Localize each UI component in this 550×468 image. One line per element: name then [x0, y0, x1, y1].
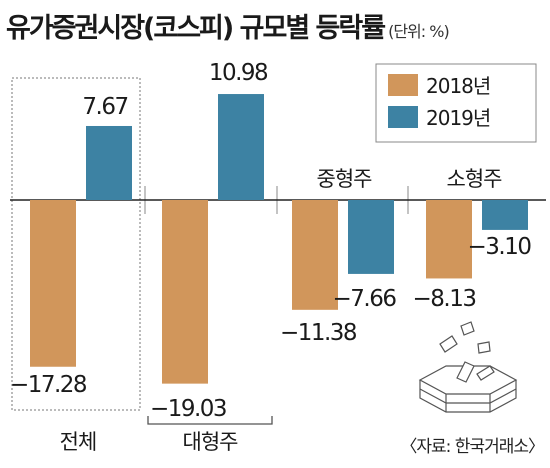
- paper-scrap-icon-1: [456, 361, 475, 383]
- value-label-소형주-1: −3.10: [468, 234, 532, 260]
- bin-lines-icon: [419, 388, 517, 412]
- bar-대형주-1: [218, 94, 264, 200]
- bin-body-icon: [419, 380, 517, 413]
- bar-대형주-0: [162, 200, 208, 384]
- value-label-대형주-1: 10.98: [209, 60, 268, 86]
- unit-label: (단위: %): [388, 22, 450, 41]
- bar-중형주-1: [348, 200, 394, 274]
- category-bracket: [147, 416, 273, 425]
- paper-scrap-icon-3: [439, 335, 458, 353]
- chart-title: 유가증권시장(코스피) 규모별 등락률 (단위: %): [6, 6, 450, 45]
- value-label-중형주-1: −7.66: [333, 286, 397, 312]
- legend-label-0: 2018년: [426, 74, 490, 98]
- category-label-전체: 전체: [60, 430, 97, 454]
- labels-group: −17.28 −19.03 −11.38 −8.13 7.67 10.98 −7.66 −3.…: [10, 60, 533, 454]
- legend-swatch-1: [388, 106, 418, 128]
- value-label-대형주-0: −19.03: [150, 396, 226, 422]
- bar-소형주-1: [482, 200, 528, 230]
- category-label-소형주: 소형주: [447, 167, 503, 191]
- paper-scrap-icon-5: [477, 341, 491, 354]
- paper-scrap-icon-2: [476, 365, 495, 381]
- paper-scrap-icon-4: [460, 321, 475, 336]
- title-text: 유가증권시장(코스피) 규모별 등락률: [6, 13, 386, 44]
- source-note: 〈자료: 한국거래소〉: [400, 437, 545, 457]
- bar-중형주-0: [292, 200, 338, 310]
- value-label-중형주-0: −11.38: [280, 320, 357, 346]
- value-label-전체-0: −17.28: [10, 372, 87, 398]
- bar-전체-0: [30, 200, 76, 367]
- bars-group: [30, 94, 528, 384]
- highlight-box: [11, 77, 141, 411]
- legend-label-1: 2019년: [426, 106, 490, 130]
- bar-소형주-0: [426, 200, 472, 279]
- category-label-중형주: 중형주: [317, 167, 373, 191]
- category-label-대형주: 대형주: [183, 430, 239, 454]
- legend-swatch-0: [388, 74, 418, 96]
- value-label-전체-1: 7.67: [82, 94, 127, 120]
- value-label-소형주-0: −8.13: [413, 286, 476, 312]
- legend: 2018년 2019년: [375, 63, 537, 143]
- bar-전체-1: [86, 125, 132, 200]
- paper-bin-illustration: [418, 321, 518, 413]
